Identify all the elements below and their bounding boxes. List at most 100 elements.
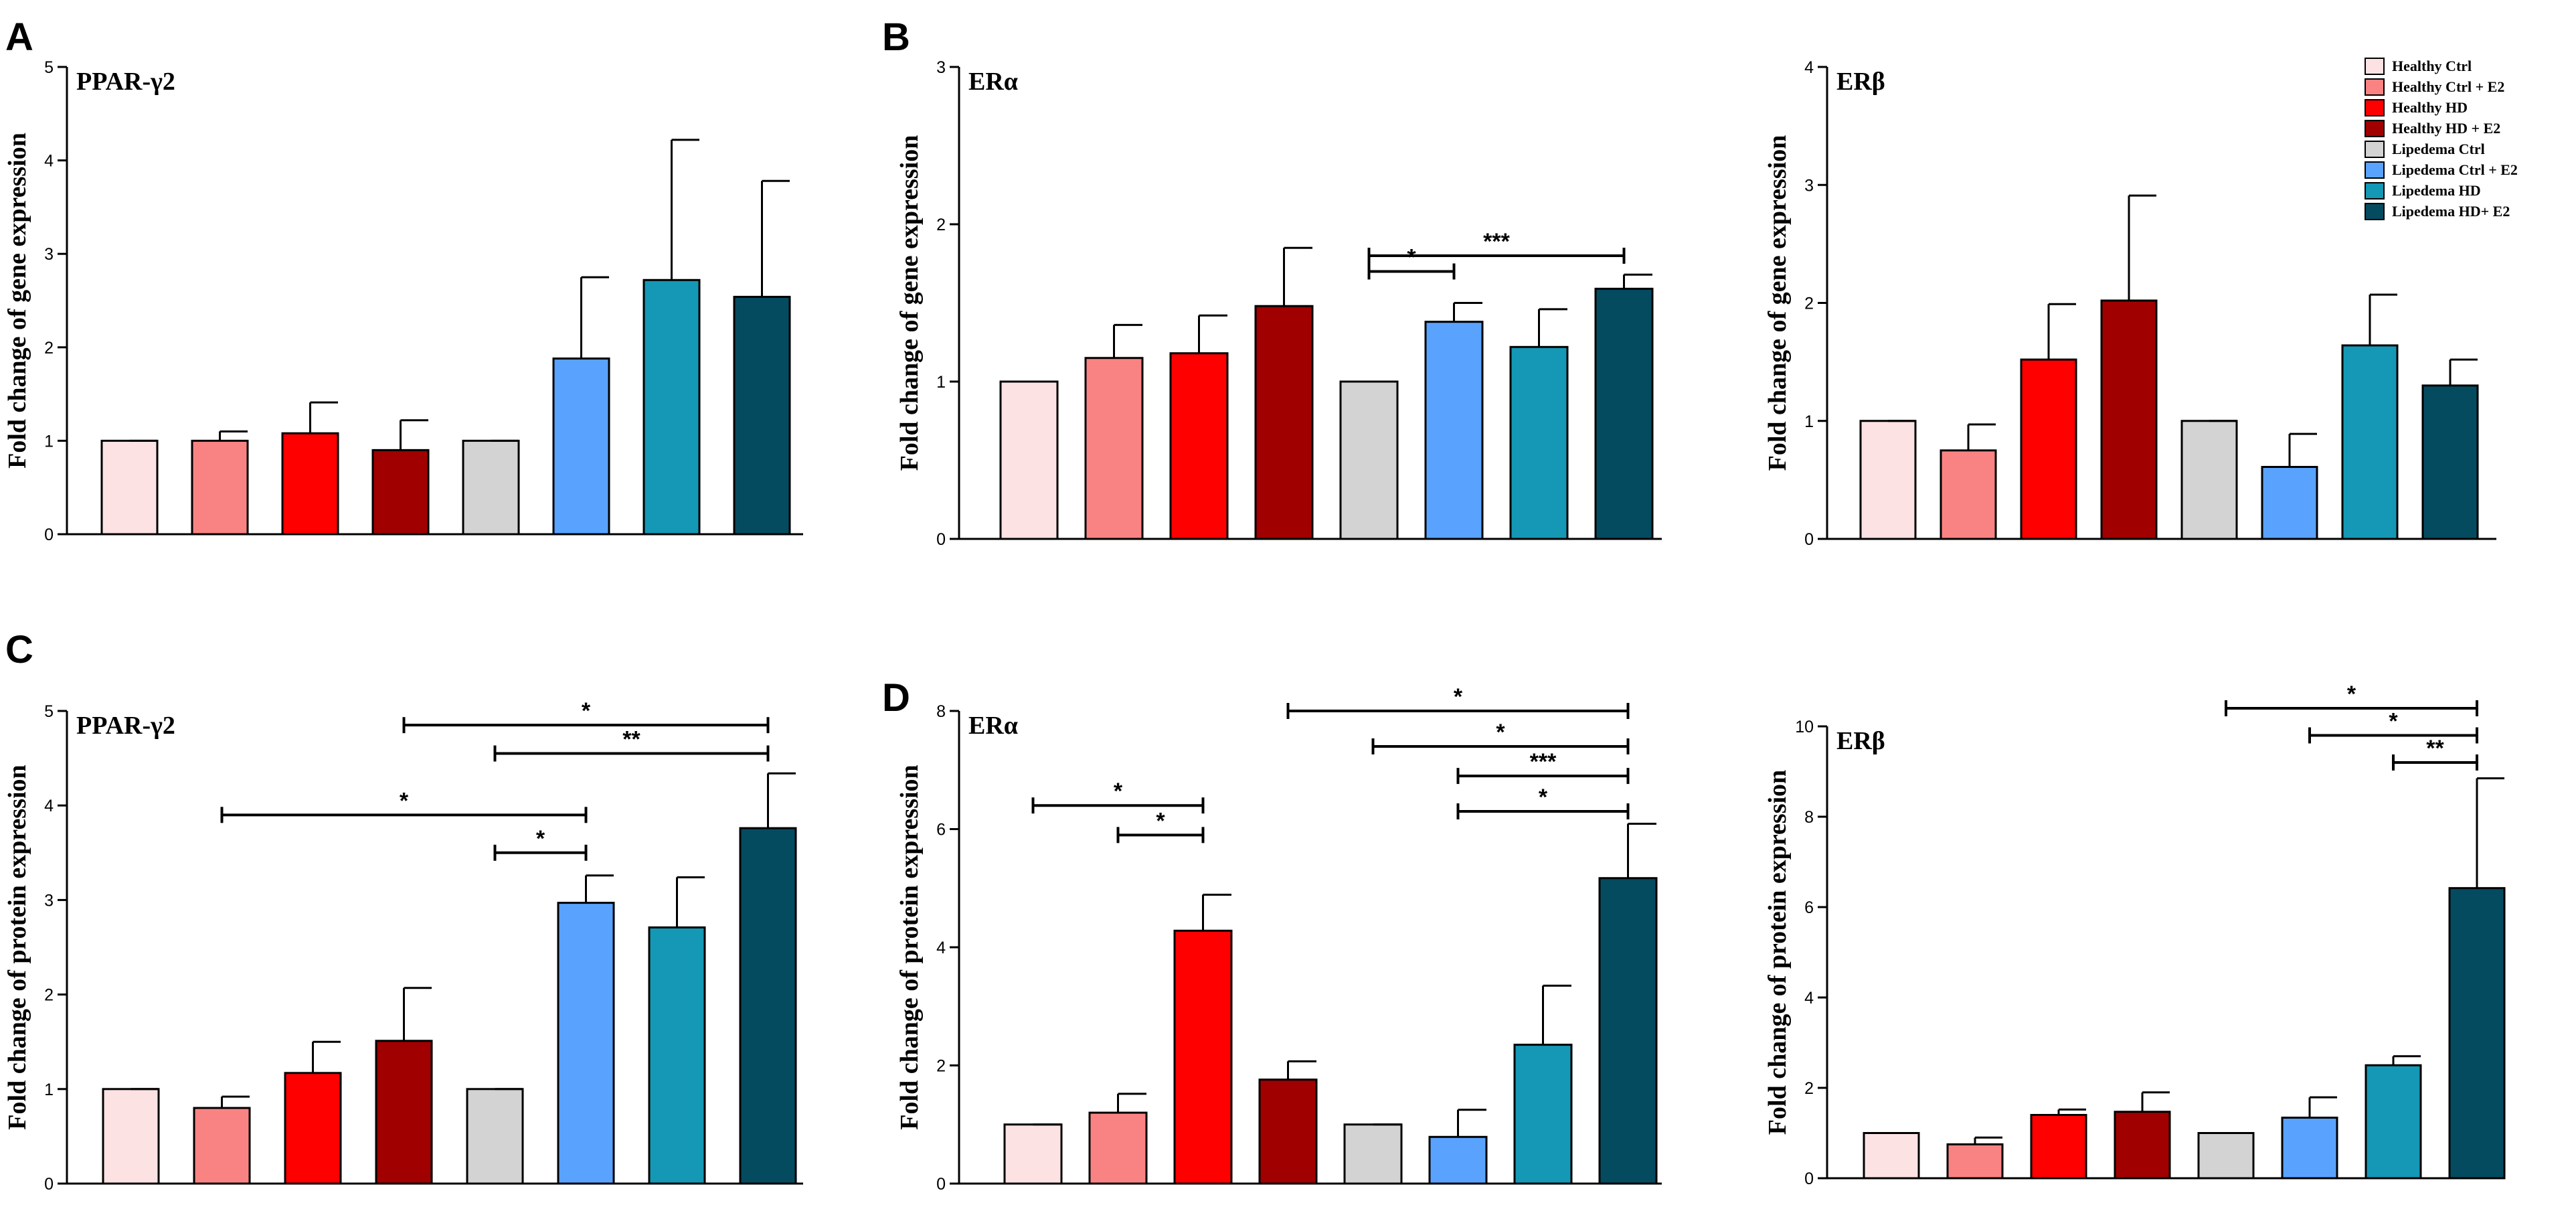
- y-tick-label: 3: [936, 58, 946, 77]
- bar: [100, 439, 159, 536]
- bar: [1084, 357, 1144, 540]
- bar: [2030, 1114, 2087, 1180]
- legend-label: Healthy HD + E2: [2392, 120, 2500, 137]
- y-axis-label: Fold change of protein expression: [3, 765, 31, 1129]
- bar: [2281, 1117, 2338, 1180]
- y-tick-label: 0: [44, 1175, 54, 1194]
- panel-letter-c: C: [5, 628, 33, 671]
- significance-label: *: [1114, 779, 1123, 804]
- significance-label: *: [2347, 681, 2356, 707]
- bar: [733, 295, 791, 536]
- legend-swatch: [2365, 203, 2385, 220]
- bar: [281, 432, 339, 536]
- y-tick-label: 0: [44, 526, 54, 544]
- bar: [284, 1072, 342, 1185]
- panel-letter-b: B: [882, 15, 910, 59]
- bar: [375, 1040, 433, 1185]
- bar: [1594, 287, 1654, 540]
- bar: [1003, 1123, 1063, 1185]
- significance-label: *: [2389, 709, 2398, 734]
- legend-label: Healthy Ctrl + E2: [2392, 78, 2504, 95]
- y-tick-label: 1: [1804, 412, 1814, 431]
- legend-label: Lipedema Ctrl + E2: [2392, 161, 2518, 178]
- legend-swatch: [2365, 141, 2385, 158]
- bar: [2180, 420, 2238, 540]
- bar: [552, 357, 610, 536]
- bar: [466, 1088, 524, 1185]
- y-tick-label: 8: [936, 702, 946, 721]
- chart-title: ERβ: [1836, 68, 1885, 96]
- bar: [1088, 1111, 1148, 1185]
- bar: [1946, 1143, 2004, 1180]
- legend-label: Healthy Ctrl: [2392, 58, 2472, 74]
- y-tick-label: 3: [44, 891, 54, 910]
- y-tick-label: 1: [936, 373, 946, 392]
- legend-swatch: [2365, 161, 2385, 179]
- legend-label: Healthy HD: [2392, 99, 2468, 116]
- y-tick-label: 4: [44, 797, 54, 815]
- y-tick-label: 2: [44, 339, 54, 357]
- chart-title: ERβ: [1836, 727, 1885, 755]
- bar: [642, 278, 701, 536]
- y-tick-label: 4: [44, 152, 54, 171]
- bar: [193, 1107, 251, 1185]
- significance-label: *: [1156, 808, 1165, 833]
- bar: [1513, 1044, 1573, 1185]
- y-axis-label: Fold change of protein expression: [895, 765, 924, 1129]
- legend: Healthy Ctrl Healthy Ctrl + E2 Healthy HD H…: [2365, 58, 2518, 220]
- chart-3: 0 1 2 3 4 Fold change of gene expression ERβ: [1764, 58, 2496, 549]
- y-tick-label: 6: [1804, 898, 1814, 917]
- bar: [1940, 449, 1997, 540]
- legend-label: Lipedema Ctrl: [2392, 141, 2485, 157]
- y-tick-label: 6: [936, 821, 946, 839]
- y-tick-label: 3: [1804, 176, 1814, 195]
- y-tick-label: 10: [1795, 718, 1814, 736]
- bar: [739, 827, 797, 1185]
- y-tick-label: 8: [1804, 808, 1814, 827]
- significance-label: *: [582, 698, 591, 724]
- y-axis-label: Fold change of gene expression: [1764, 135, 1792, 471]
- significance-label: *: [536, 826, 545, 852]
- legend-swatch: [2365, 182, 2385, 199]
- y-tick-label: 2: [44, 986, 54, 1005]
- y-tick-label: 0: [1804, 1170, 1814, 1188]
- bar: [102, 1088, 160, 1185]
- bar: [1254, 305, 1314, 540]
- charts: 0 1 2 3 4 5 Fold change of gene expression PPAR…: [3, 58, 2506, 1194]
- bar: [371, 449, 430, 536]
- legend-swatch: [2365, 58, 2385, 75]
- bar: [1343, 1123, 1403, 1185]
- chart-5: 0 2 4 6 8 Fold change of protein expression ER…: [895, 684, 1662, 1194]
- bar: [1258, 1078, 1318, 1185]
- significance-label: *: [1539, 785, 1548, 810]
- legend-swatch: [2365, 99, 2385, 116]
- y-tick-label: 2: [936, 216, 946, 234]
- bar: [1428, 1135, 1488, 1185]
- legend-swatch: [2365, 78, 2385, 96]
- y-tick-label: 3: [44, 245, 54, 264]
- y-tick-label: 4: [936, 939, 946, 957]
- bar: [2197, 1132, 2255, 1180]
- bar: [1173, 929, 1233, 1185]
- bar: [2100, 299, 2158, 540]
- bar: [2341, 344, 2399, 540]
- y-tick-label: 0: [936, 1175, 946, 1194]
- y-axis-label: Fold change of gene expression: [895, 135, 924, 471]
- y-tick-label: 2: [1804, 295, 1814, 313]
- bar: [1859, 420, 1917, 540]
- significance-label: **: [2426, 736, 2444, 761]
- y-tick-label: 4: [1804, 989, 1814, 1008]
- y-axis-label: Fold change of gene expression: [3, 133, 31, 469]
- bar: [1424, 321, 1484, 540]
- bar: [1339, 380, 1399, 540]
- bar: [648, 926, 706, 1185]
- bar: [191, 439, 249, 536]
- bar: [1169, 352, 1229, 540]
- bar: [2421, 384, 2479, 540]
- bar: [1509, 345, 1569, 540]
- significance-label: *: [1454, 684, 1463, 710]
- bar: [1863, 1132, 1920, 1180]
- bar: [999, 380, 1059, 540]
